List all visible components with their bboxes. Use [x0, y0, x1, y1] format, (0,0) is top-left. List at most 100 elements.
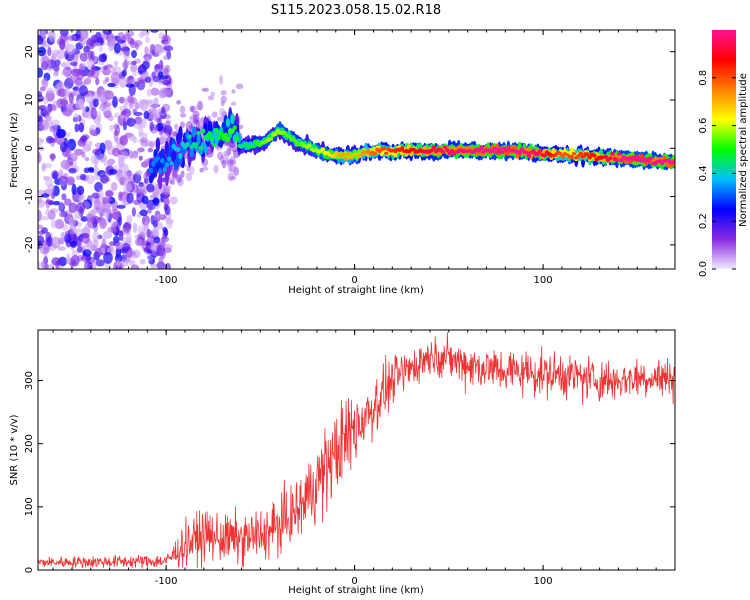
spectrogram-cell — [64, 86, 70, 98]
spectrogram-cell — [503, 149, 509, 153]
spectrogram-cell — [90, 107, 98, 120]
spectrogram-cell — [169, 161, 174, 166]
spectrogram-cell — [162, 55, 169, 61]
spectrogram-cell — [50, 138, 57, 144]
spectrogram-cell — [66, 35, 77, 41]
snr-ylabel: SNR (10 * v/v) — [9, 414, 20, 485]
spectrogram-cell — [207, 95, 214, 101]
spectrogram-cell — [141, 195, 149, 205]
spectrogram-cell — [286, 134, 292, 139]
spectrogram-cell — [59, 142, 68, 153]
spectrogram-cell — [126, 232, 132, 243]
spectrogram-cell — [69, 75, 79, 84]
spectrogram-cell — [131, 60, 137, 65]
spectrogram-cell — [571, 152, 577, 156]
spectrogram-cell — [381, 146, 387, 151]
spectrogram-cell — [179, 105, 186, 114]
spectrogram-cell — [134, 234, 140, 239]
spectrogram-cell — [58, 168, 63, 178]
x-tick-label: 100 — [534, 576, 553, 587]
spectrogram-cell — [51, 257, 61, 266]
spectrogram-cell — [159, 135, 167, 143]
spectrogram-cell — [143, 110, 150, 120]
x-tick-label: 0 — [351, 576, 357, 587]
spectrogram-cell — [98, 54, 107, 63]
spectrogram-cell — [87, 261, 93, 269]
spectrogram-cell — [191, 126, 197, 137]
spectrogram-cell — [146, 88, 152, 97]
spectrogram-cell — [51, 236, 61, 249]
spectrogram-cell — [201, 87, 209, 92]
spectrogram-cell — [138, 103, 146, 109]
spectrogram-cell — [105, 190, 114, 198]
spectrogram-cell — [40, 215, 49, 221]
spectrogram-cell — [179, 113, 187, 118]
spectrogram-cell — [48, 30, 56, 43]
spectrogram-cell — [213, 164, 219, 174]
spectrogram-cell — [86, 71, 93, 78]
spectrogram-cell — [60, 159, 71, 170]
spectrogram-cell — [153, 149, 158, 158]
spectrogram-cell — [243, 141, 249, 146]
spectrogram-cell — [372, 151, 378, 156]
spectrogram-cell — [41, 43, 51, 48]
spectrogram-cell — [671, 160, 675, 164]
spectrogram-cell — [134, 124, 143, 130]
spectrogram-cell — [154, 44, 164, 56]
spectrogram-cell — [476, 148, 482, 153]
spectrogram-cell — [54, 218, 65, 230]
spectrogram-cell — [90, 129, 98, 137]
spectrogram-cell — [57, 256, 68, 267]
spectrogram-cell — [47, 184, 55, 193]
spectrogram-cell — [162, 132, 170, 138]
spectrogram-cell — [38, 110, 42, 118]
spectrogram-cell — [68, 216, 77, 228]
spectrogram-cell — [138, 155, 143, 161]
spectrogram-cell — [526, 153, 531, 158]
spectrogram-cell — [123, 221, 132, 230]
spectrogram-cell — [234, 136, 240, 142]
spectrogram-cell — [52, 201, 61, 206]
spectrogram-cell — [61, 62, 67, 68]
spectrogram-cell — [169, 196, 178, 205]
spectrogram-cell — [38, 67, 43, 78]
spectrogram-cell — [152, 196, 160, 206]
spectrogram-cell — [139, 258, 146, 265]
spectrogram-cell — [524, 151, 529, 155]
spectrogram-cell — [127, 176, 132, 185]
snr-frame — [37, 329, 676, 571]
spectrogram-cell — [192, 114, 200, 124]
spectrogram-cell — [216, 135, 222, 141]
spectrogram-cell — [189, 147, 194, 158]
spectrogram-cell — [38, 94, 44, 103]
spectrogram-cell — [73, 113, 80, 123]
spectrogram-cell — [163, 197, 170, 207]
spectrogram-cell — [180, 170, 185, 178]
spectrogram-cell — [494, 150, 500, 155]
spectrogram-cell — [131, 150, 139, 159]
y-tick-label: 20 — [24, 45, 35, 58]
spectrogram-cell — [62, 109, 73, 117]
spectrogram-cell — [132, 222, 138, 234]
spectrogram-cell — [50, 49, 61, 56]
spectrogram-cell — [164, 162, 170, 168]
spectrogram-frame — [37, 29, 676, 270]
spectrogram-cell — [109, 124, 114, 132]
snr-ticks: -100 0 100 0 100 200 300 — [24, 330, 676, 587]
spectrogram-cell — [95, 77, 100, 86]
spectrogram-cell — [57, 88, 67, 97]
spectrogram-cell — [138, 32, 145, 39]
spectrogram-cell — [140, 140, 149, 148]
spectrogram-cell — [202, 166, 209, 171]
spectrogram-cell — [85, 174, 96, 185]
spectrogram-cell — [119, 114, 126, 120]
spectrogram-cell — [125, 83, 135, 88]
colorbar-ticks: 0.0 0.2 0.4 0.6 0.8 — [698, 70, 736, 277]
spectrogram-cell — [155, 213, 165, 219]
spectrogram-cell — [84, 156, 90, 162]
spectrogram-cell — [160, 148, 165, 160]
spectrogram-cell — [85, 92, 94, 104]
spectrogram-cell — [209, 136, 215, 141]
spectrogram-cell — [197, 100, 204, 111]
